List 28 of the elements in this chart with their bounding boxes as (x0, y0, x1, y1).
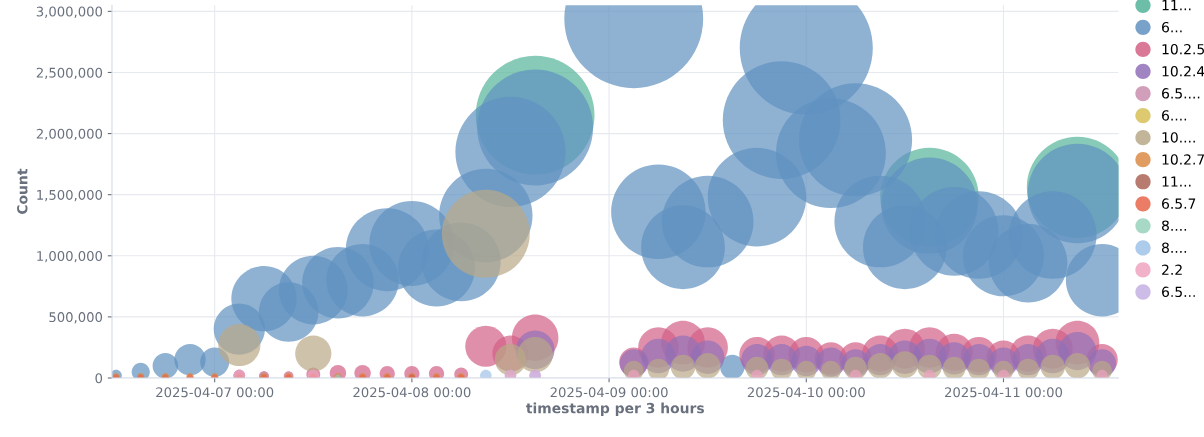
legend-label: 6.... (1162, 110, 1187, 121)
legend-label: 10.... (1162, 132, 1195, 143)
y-tick-label: 0 (95, 373, 103, 384)
legend-label: 8.... (1161, 242, 1187, 253)
x-tick-label: 2025-04-11 00:00 (945, 387, 1063, 398)
y-tick-label: 2,500,000 (36, 67, 103, 80)
legend-label: 11... (1162, 176, 1191, 187)
legend-label: 6.5... (1162, 286, 1195, 298)
y-tick-label: 3,000,000 (36, 6, 103, 18)
y-tick-label: 2,000,000 (36, 128, 103, 141)
legend-label: 11... (1162, 0, 1191, 11)
x-tick-label: 2025-04-07 00:00 (156, 387, 274, 398)
legend-label: 6... (1162, 21, 1182, 33)
y-tick-label: 1,000,000 (37, 251, 103, 263)
y-axis-title: Count (17, 168, 28, 215)
legend-label: 10.2.7 (1162, 154, 1204, 165)
legend-label: 6.5.... (1162, 88, 1200, 99)
legend-label: 8.... (1161, 220, 1187, 231)
x-tick-label: 2025-04-08 00:00 (353, 387, 471, 398)
y-tick-label: 500,000 (49, 312, 103, 324)
x-tick-label: 2025-04-09 00:00 (550, 387, 668, 398)
legend-label: 10.2.5 (1162, 43, 1204, 55)
legend-label: 6.5.7 (1162, 198, 1196, 209)
x-tick-label: 2025-04-10 00:00 (747, 387, 865, 398)
legend-label: 2.2 (1162, 264, 1182, 275)
x-axis-title: timestamp per 3 hours (526, 402, 704, 417)
y-tick-label: 1,500,000 (37, 189, 103, 202)
legend-label: 10.2.4 (1162, 66, 1204, 77)
